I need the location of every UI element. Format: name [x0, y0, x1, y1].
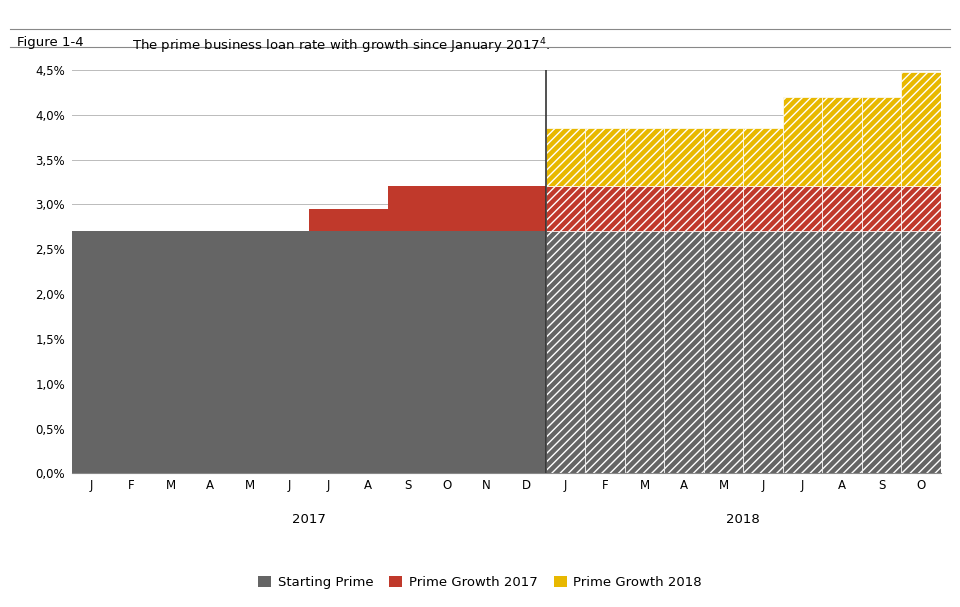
- Bar: [625, 128, 664, 186]
- Bar: [823, 186, 862, 231]
- Bar: [586, 231, 625, 473]
- Bar: [72, 231, 111, 473]
- Bar: [782, 186, 823, 231]
- Bar: [190, 231, 230, 473]
- Bar: [625, 186, 664, 231]
- Bar: [625, 231, 664, 473]
- Bar: [230, 231, 270, 473]
- Bar: [743, 231, 782, 473]
- Bar: [546, 186, 586, 231]
- Text: Figure 1-4: Figure 1-4: [17, 36, 84, 49]
- Text: The prime business loan rate with growth since January 2017$\mathregular{^{4}}$.: The prime business loan rate with growth…: [132, 36, 551, 56]
- Bar: [348, 231, 388, 473]
- Bar: [388, 186, 427, 231]
- Legend: Starting Prime, Prime Growth 2017, Prime Growth 2018: Starting Prime, Prime Growth 2017, Prime…: [252, 571, 708, 594]
- Bar: [388, 231, 427, 473]
- Bar: [704, 128, 743, 186]
- Bar: [782, 97, 823, 186]
- Bar: [111, 231, 151, 473]
- Bar: [901, 186, 941, 231]
- Bar: [507, 231, 546, 473]
- Bar: [151, 231, 190, 473]
- Bar: [427, 186, 467, 231]
- Bar: [546, 231, 586, 473]
- Bar: [664, 231, 704, 473]
- Bar: [862, 97, 901, 186]
- Bar: [309, 231, 348, 473]
- Bar: [862, 186, 901, 231]
- Bar: [507, 186, 546, 231]
- Bar: [348, 209, 388, 231]
- Bar: [586, 186, 625, 231]
- Bar: [664, 186, 704, 231]
- Bar: [467, 231, 507, 473]
- Text: 2018: 2018: [727, 513, 760, 526]
- Bar: [467, 186, 507, 231]
- Bar: [586, 128, 625, 186]
- Bar: [901, 231, 941, 473]
- Bar: [782, 231, 823, 473]
- Bar: [546, 128, 586, 186]
- Bar: [309, 209, 348, 231]
- Bar: [704, 231, 743, 473]
- Bar: [664, 128, 704, 186]
- Text: 2017: 2017: [292, 513, 325, 526]
- Bar: [743, 128, 782, 186]
- Bar: [427, 231, 467, 473]
- Bar: [862, 231, 901, 473]
- Bar: [901, 72, 941, 186]
- Bar: [743, 186, 782, 231]
- Bar: [823, 97, 862, 186]
- Bar: [823, 231, 862, 473]
- Bar: [704, 186, 743, 231]
- Bar: [270, 231, 309, 473]
